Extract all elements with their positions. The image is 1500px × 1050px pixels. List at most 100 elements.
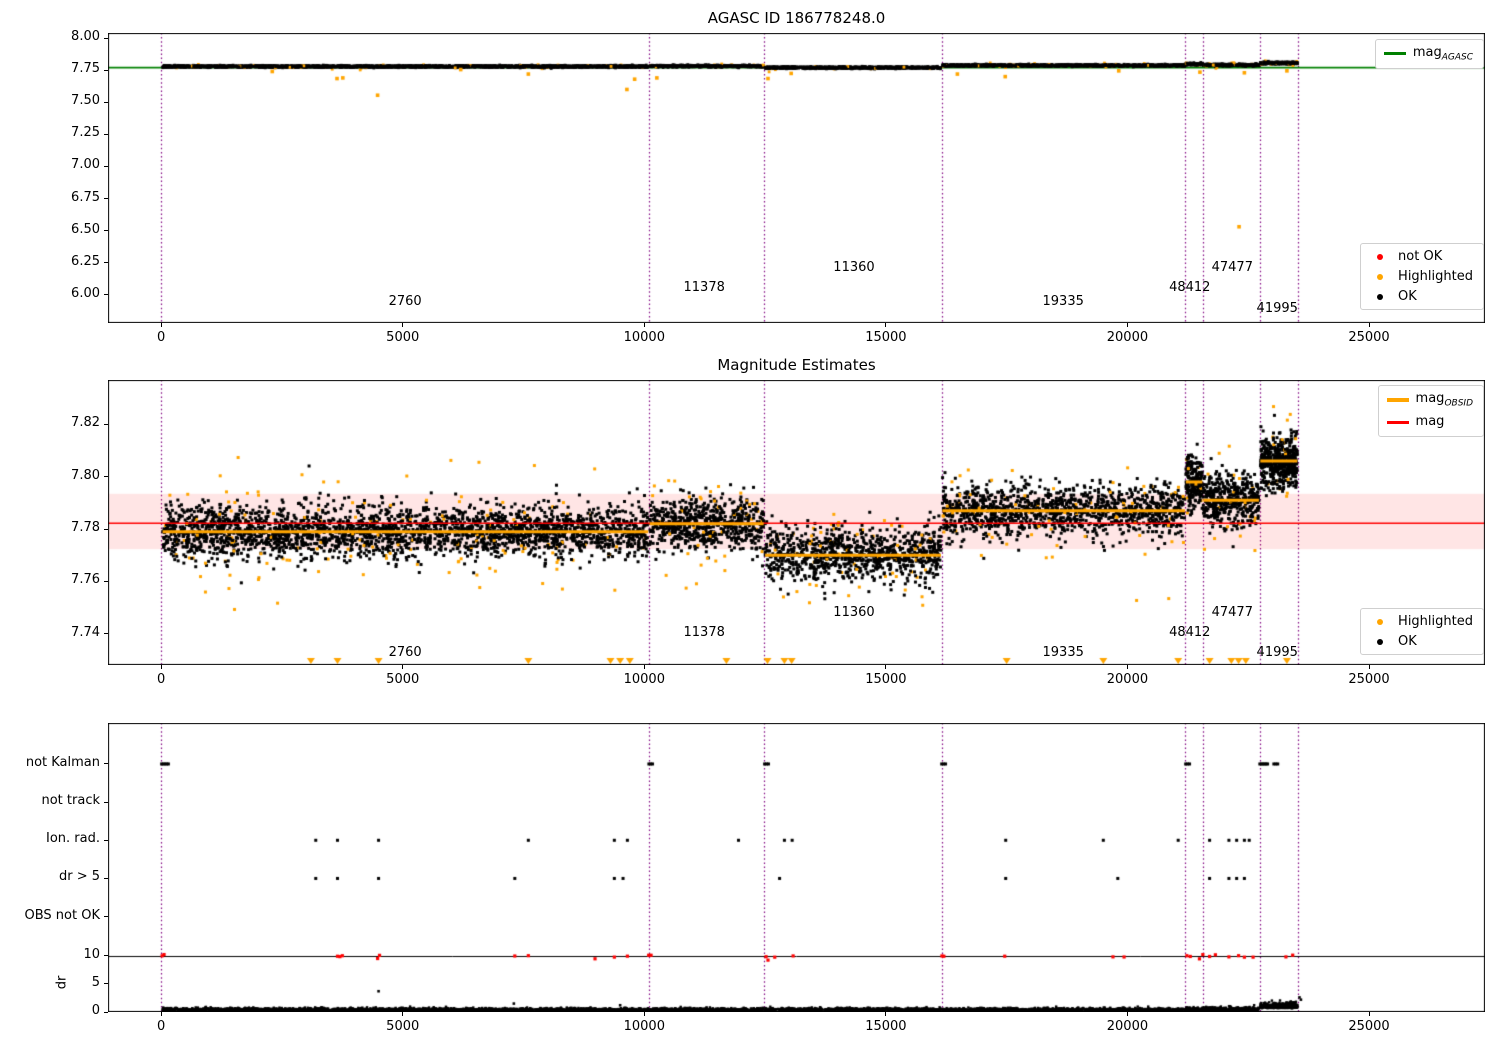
y-tick-label: 5 — [91, 974, 100, 990]
category-label: Ion. rad. — [46, 831, 100, 847]
x-tick-mark — [885, 665, 887, 669]
x-tick-mark — [1126, 665, 1128, 669]
highlighted-label: Highlighted — [1398, 269, 1473, 284]
y-tick-mark — [104, 983, 108, 985]
obsid-label: 11360 — [833, 259, 875, 275]
y-tick-label: 7.78 — [71, 520, 100, 536]
mag-agasc-label: magAGASC — [1412, 45, 1473, 63]
legend-entry-ok-mid: OK — [1369, 634, 1473, 649]
x-tick-mark — [643, 323, 645, 327]
x-tick-label: 0 — [157, 1019, 166, 1034]
x-tick-label: 20000 — [1106, 1019, 1149, 1034]
obsid-label: 11378 — [683, 624, 725, 640]
obsid-label: 48412 — [1169, 624, 1211, 640]
x-tick-mark — [643, 665, 645, 669]
mag-line-swatch — [1386, 420, 1409, 424]
x-tick-label: 25000 — [1348, 330, 1390, 345]
y-tick-label: 7.74 — [71, 624, 100, 640]
y-tick-mark — [104, 133, 108, 135]
highlighted-label: Highlighted — [1398, 614, 1473, 629]
x-tick-label: 0 — [157, 672, 166, 687]
x-tick-mark — [885, 323, 887, 327]
x-tick-label: 0 — [157, 330, 166, 345]
mag-label: mag — [1415, 413, 1445, 429]
highlighted-marker-icon — [1377, 273, 1384, 280]
x-tick-mark — [643, 1012, 645, 1016]
category-label: not track — [41, 793, 100, 809]
magnitude-estimates-plot — [108, 380, 1485, 665]
legend-entry-highlighted: Highlighted — [1369, 269, 1473, 284]
y-tick-label: 7.82 — [71, 415, 100, 431]
ok-label: OK — [1398, 634, 1417, 649]
y-tick-mark — [104, 1011, 108, 1013]
legend-entry-mag-agasc: magAGASC — [1383, 45, 1473, 63]
top-plot-title: AGASC ID 186778248.0 — [707, 9, 886, 27]
y-tick-mark — [104, 294, 108, 296]
obsid-label: 19335 — [1042, 644, 1084, 660]
obsid-label: 41995 — [1256, 644, 1298, 660]
category-label: dr > 5 — [58, 869, 100, 885]
y-tick-mark — [104, 423, 108, 425]
y-tick-mark — [104, 69, 108, 71]
not-ok-label: not OK — [1398, 249, 1443, 264]
obsid-label: 2760 — [388, 293, 422, 309]
x-tick-label: 15000 — [865, 330, 907, 345]
ok-marker-icon — [1377, 638, 1384, 645]
x-tick-label: 25000 — [1348, 672, 1390, 687]
x-tick-label: 15000 — [865, 672, 907, 687]
x-tick-label: 20000 — [1106, 672, 1149, 687]
y-tick-mark — [104, 230, 108, 232]
y-tick-mark — [104, 198, 108, 200]
y-tick-label: 7.76 — [71, 572, 100, 588]
mag-agasc-line-swatch — [1383, 52, 1406, 56]
y-tick-mark — [104, 916, 108, 918]
ok-marker-icon — [1377, 293, 1384, 300]
y-tick-label: 7.75 — [71, 61, 100, 77]
y-tick-mark — [104, 528, 108, 530]
y-tick-label: 6.00 — [71, 285, 100, 301]
x-tick-label: 5000 — [386, 1019, 420, 1034]
y-tick-label: 7.25 — [71, 125, 100, 141]
y-tick-mark — [104, 955, 108, 957]
x-tick-label: 20000 — [1106, 330, 1149, 345]
obsid-label: 41995 — [1256, 300, 1298, 316]
x-tick-mark — [402, 1012, 404, 1016]
highlighted-marker-icon — [1377, 618, 1384, 625]
obsid-label: 11360 — [833, 605, 875, 621]
x-tick-label: 10000 — [623, 1019, 665, 1034]
legend-mid-lines: magOBSID mag — [1377, 385, 1484, 438]
obsid-label: 2760 — [388, 644, 422, 660]
y-tick-mark — [104, 262, 108, 264]
x-tick-label: 5000 — [386, 672, 420, 687]
y-tick-label: 7.80 — [71, 467, 100, 483]
y-tick-mark — [104, 801, 108, 803]
x-tick-mark — [1368, 1012, 1370, 1016]
legend-top-flags: not OK Highlighted OK — [1360, 243, 1484, 310]
x-tick-mark — [402, 323, 404, 327]
category-label: OBS not OK — [24, 907, 101, 923]
obsid-label: 47477 — [1211, 605, 1253, 621]
legend-mag-agasc: magAGASC — [1374, 39, 1484, 69]
flags-dr-plot — [108, 723, 1485, 1012]
legend-entry-mag: mag — [1386, 413, 1473, 432]
y-tick-mark — [104, 580, 108, 582]
obsid-label: 48412 — [1169, 280, 1211, 296]
y-tick-label: 6.25 — [71, 253, 100, 269]
x-tick-mark — [160, 323, 162, 327]
y-tick-mark — [104, 763, 108, 765]
mag-obsid-label: magOBSID — [1415, 391, 1473, 409]
x-tick-mark — [160, 665, 162, 669]
y-tick-mark — [104, 37, 108, 39]
obsid-label: 19335 — [1042, 293, 1084, 309]
obsid-label: 47477 — [1211, 259, 1253, 275]
y-tick-mark — [104, 476, 108, 478]
legend-entry-ok: OK — [1369, 289, 1473, 304]
y-tick-mark — [104, 877, 108, 879]
x-tick-mark — [885, 1012, 887, 1016]
y-tick-mark — [104, 165, 108, 167]
x-tick-label: 25000 — [1348, 1019, 1390, 1034]
obsid-label: 11378 — [683, 280, 725, 296]
agasc-mag-plot — [108, 33, 1485, 323]
legend-entry-not-ok: not OK — [1369, 249, 1473, 264]
